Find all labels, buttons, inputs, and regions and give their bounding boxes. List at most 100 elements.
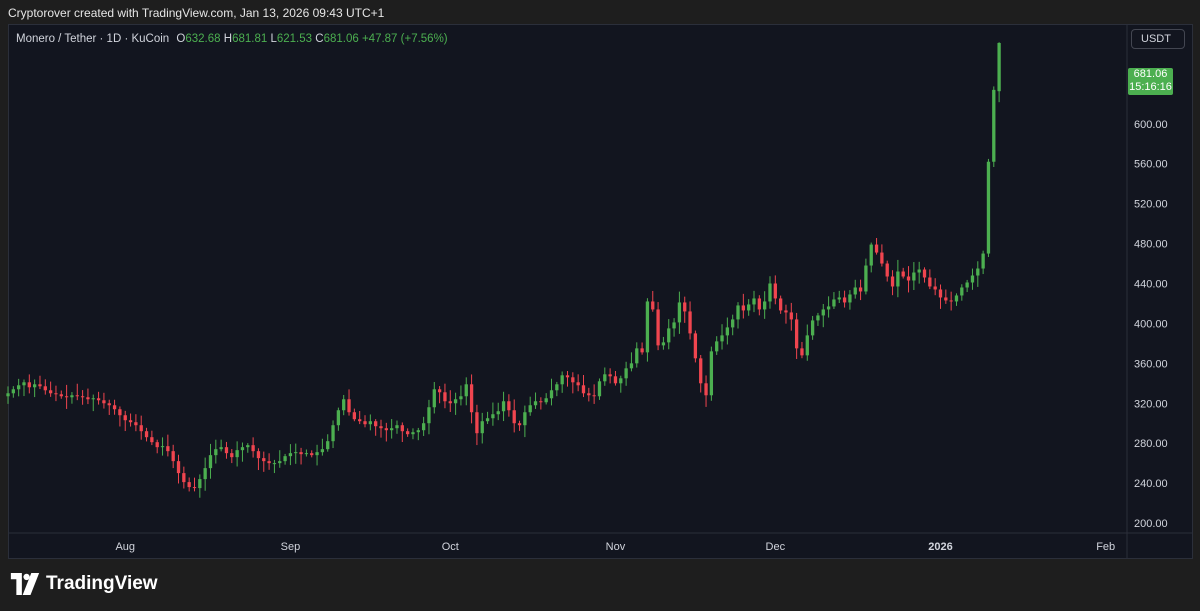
brand-name: TradingView: [46, 573, 158, 594]
high-value: 681.81: [232, 33, 268, 45]
candle-body: [496, 411, 500, 415]
candle-body: [997, 42, 1001, 92]
candle-body: [507, 401, 511, 411]
candle-body: [283, 456, 287, 462]
candle-body: [533, 401, 538, 406]
candle-body: [192, 487, 197, 489]
candle-body: [224, 447, 229, 454]
candle-body: [938, 289, 943, 298]
candle-body: [155, 442, 159, 448]
candle-body: [523, 412, 527, 426]
candle-body: [32, 384, 37, 388]
candle-body: [693, 333, 698, 359]
close-value: 681.06: [323, 33, 359, 45]
candle-body: [741, 305, 745, 311]
candle-body: [544, 398, 548, 403]
candle-body: [288, 453, 293, 457]
candle-body: [613, 376, 618, 384]
candle-body: [672, 322, 676, 329]
candle-body: [118, 409, 122, 416]
candle-body: [198, 479, 202, 489]
candle-body: [954, 295, 959, 302]
candle-body: [203, 468, 207, 480]
candle-body: [629, 363, 634, 369]
candle-body: [784, 310, 788, 313]
candle-body: [560, 375, 564, 385]
candle-body: [592, 395, 596, 397]
candle-body: [805, 335, 809, 356]
candle-body: [922, 269, 927, 278]
candle-body: [789, 312, 793, 320]
candle-body: [667, 328, 671, 343]
candle-body: [390, 428, 394, 431]
candle-body: [160, 446, 165, 448]
change-value: +47.87 (+7.56%): [361, 33, 448, 45]
candle-body: [688, 311, 692, 334]
candle-body: [635, 348, 639, 364]
candle-body: [27, 382, 31, 388]
candle-body: [848, 294, 852, 303]
candle-body: [699, 358, 703, 384]
candle-body: [102, 400, 106, 404]
candle-body: [347, 399, 351, 413]
candle-body: [176, 461, 181, 474]
candle-body: [171, 451, 175, 462]
low-label: L: [270, 33, 277, 45]
candle-body: [778, 298, 783, 311]
candle-body: [731, 319, 735, 328]
candle-body: [565, 375, 570, 378]
candle-body: [501, 401, 506, 412]
high-label: H: [223, 33, 233, 45]
candle-body: [581, 385, 586, 394]
candle-body: [933, 286, 937, 290]
candle-body: [986, 161, 991, 254]
candle-body: [752, 298, 756, 305]
candle-body: [352, 412, 357, 420]
time-tick-label: Dec: [766, 541, 786, 553]
candle-body: [443, 392, 447, 402]
candle-body: [944, 297, 948, 301]
candle-body: [858, 287, 863, 292]
currency-button[interactable]: USDT: [1131, 29, 1185, 49]
candle-body: [112, 405, 117, 410]
candle-body: [880, 252, 884, 264]
candle-body: [619, 378, 623, 384]
open-label: O: [176, 33, 186, 45]
candle-body: [272, 463, 277, 465]
candle-body: [747, 304, 751, 311]
candle-body: [539, 401, 543, 403]
candle-body: [379, 426, 383, 429]
price-tick-label: 280.00: [1134, 438, 1168, 450]
candle-body: [214, 449, 218, 456]
candle-body: [38, 384, 42, 387]
candle-body: [139, 425, 143, 432]
last-price-tag: 681.06 15:16:16: [1128, 68, 1173, 95]
candle-body: [80, 396, 85, 398]
candle-body: [395, 425, 399, 429]
candle-body: [91, 398, 95, 400]
candle-body: [917, 269, 921, 273]
candle-body: [773, 283, 777, 299]
close-label: C: [315, 33, 324, 45]
low-value: 621.53: [276, 33, 313, 45]
candle-body: [571, 377, 575, 383]
symbol-name[interactable]: Monero / Tether · 1D · KuCoin: [16, 33, 170, 45]
candle-body: [826, 306, 831, 310]
candle-body: [384, 428, 388, 431]
candle-body: [810, 320, 815, 336]
brand-logo[interactable]: TradingView: [10, 573, 158, 595]
candle-body: [128, 420, 133, 423]
candle-body: [853, 287, 857, 295]
price-tick-label: 520.00: [1134, 199, 1168, 211]
symbol-legend: Monero / Tether · 1D · KuCoin O632.68 H6…: [16, 33, 448, 45]
price-tick-label: 200.00: [1134, 518, 1168, 530]
candle-body: [70, 395, 74, 398]
candle-body: [459, 396, 463, 400]
candle-body: [992, 89, 996, 162]
candle-body: [315, 452, 319, 456]
last-price-value: 681.06: [1133, 68, 1168, 80]
time-tick-label: Aug: [115, 541, 135, 553]
candle-body: [75, 395, 79, 397]
candle-body: [363, 421, 367, 425]
